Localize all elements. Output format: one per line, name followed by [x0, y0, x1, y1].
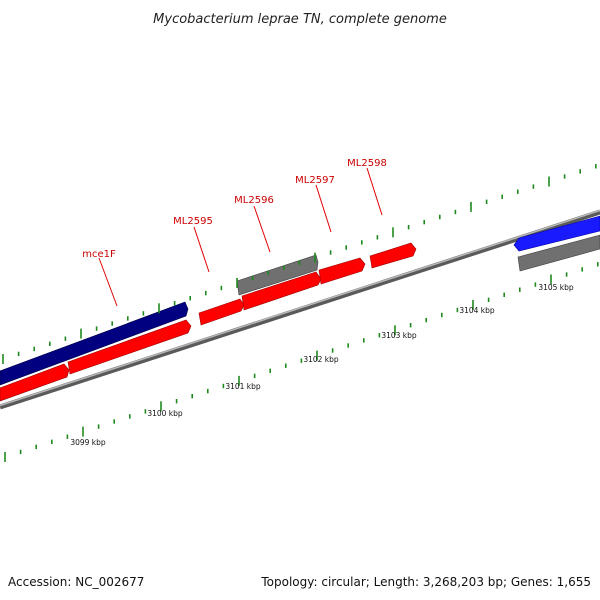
- gene-ml2597[interactable]: [318, 257, 366, 285]
- gene-ml2595[interactable]: [198, 298, 245, 326]
- map-title: Mycobacterium leprae TN, complete genome: [153, 12, 447, 27]
- accession-text: Accession: NC_002677: [8, 575, 144, 589]
- scale-label-3103: 3103 kbp: [381, 331, 417, 340]
- scale-labels: 3099 kbp 3100 kbp 3101 kbp 3102 kbp 3103…: [70, 283, 574, 447]
- scale-label-3105: 3105 kbp: [538, 283, 574, 292]
- gene-mce1e-dark[interactable]: [0, 301, 189, 386]
- gene-ml2598[interactable]: [369, 242, 417, 269]
- scale-label-3099: 3099 kbp: [70, 438, 106, 447]
- gene-label-ml2597: ML2597: [295, 175, 335, 186]
- gene-label-leaders: [98, 167, 383, 307]
- gene-right-grey[interactable]: [517, 234, 600, 272]
- scale-label-3100: 3100 kbp: [147, 409, 183, 418]
- gene-labels: mce1F ML2595 ML2596 ML2597 ML2598: [82, 158, 387, 260]
- gene-label-ml2595: ML2595: [173, 216, 213, 227]
- gene-label-ml2598: ML2598: [347, 158, 387, 169]
- gene-features: [0, 215, 600, 402]
- scale-label-3104: 3104 kbp: [459, 306, 495, 315]
- gene-label-mce1f: mce1F: [82, 249, 116, 260]
- gene-right-blue[interactable]: [513, 215, 600, 252]
- scale-label-3102: 3102 kbp: [303, 355, 339, 364]
- tick-row-lower: [4, 262, 599, 462]
- gene-left-red-1[interactable]: [0, 363, 70, 402]
- genome-backbone: [0, 209, 600, 410]
- scale-label-3101: 3101 kbp: [225, 382, 261, 391]
- gene-ml2596-grey[interactable]: [236, 254, 319, 296]
- gene-label-ml2596: ML2596: [234, 195, 274, 206]
- topology-summary-text: Topology: circular; Length: 3,268,203 bp…: [260, 575, 591, 589]
- gene-ml2596[interactable]: [241, 271, 322, 311]
- gene-mce1f[interactable]: [67, 319, 192, 375]
- tick-row-upper: [2, 164, 597, 364]
